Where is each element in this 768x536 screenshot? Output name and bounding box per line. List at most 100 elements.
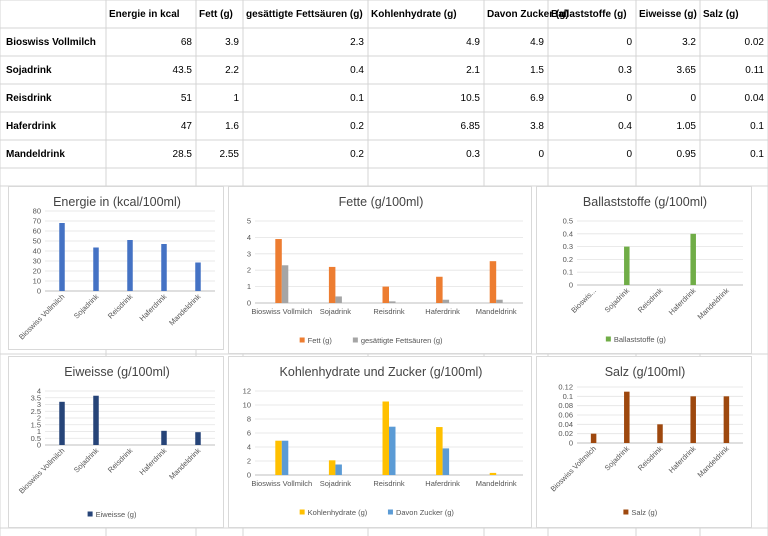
table-cell[interactable]: 1.6 <box>225 121 239 132</box>
bar[interactable] <box>389 301 396 303</box>
column-header[interactable]: Energie in kcal <box>109 9 180 20</box>
table-cell[interactable]: 3.9 <box>225 37 239 48</box>
table-cell[interactable]: 0.11 <box>745 65 764 76</box>
table-cell[interactable]: 0.3 <box>466 149 480 160</box>
y-tick-label: 3.5 <box>31 393 41 402</box>
bar[interactable] <box>161 430 167 445</box>
table-cell[interactable]: 1.5 <box>530 65 544 76</box>
table-cell[interactable]: 2.55 <box>219 149 239 160</box>
table-cell[interactable]: 6.85 <box>460 121 480 132</box>
legend-swatch <box>387 509 393 515</box>
table-cell[interactable]: 3.2 <box>682 37 696 48</box>
table-cell[interactable]: 51 <box>180 93 192 104</box>
bar[interactable] <box>335 464 342 476</box>
x-tick-label: Sojadrink <box>72 446 101 475</box>
y-tick-label: 2 <box>247 457 251 466</box>
chart-ballaststoffe[interactable]: Ballaststoffe (g/100ml) 0 0.1 0.2 0.3 0.4 0.5 B… <box>536 186 752 354</box>
table-cell[interactable]: 2.2 <box>225 65 239 76</box>
chart-kohlenhydrate[interactable]: Kohlenhydrate und Zucker (g/100ml) 0 2 4 6 8 1… <box>228 356 532 528</box>
table-cell[interactable]: 10.5 <box>460 93 480 104</box>
chart-eiweisse[interactable]: Eiweisse (g/100ml) 0 0.5 1 1.5 2 2.5 3 3.5 4 Biosw… <box>8 356 224 528</box>
bar[interactable] <box>436 427 443 475</box>
table-cell[interactable]: 2.1 <box>466 65 480 76</box>
bar[interactable] <box>389 426 396 475</box>
table-cell[interactable]: 1.05 <box>676 121 696 132</box>
table-cell[interactable]: 2.3 <box>350 37 364 48</box>
bar[interactable] <box>275 440 282 475</box>
column-header[interactable]: Davon Zucker (g) <box>487 9 569 20</box>
chart-energie[interactable]: Energie in (kcal/100ml) 0 10 20 30 40 50 60 70 80… <box>8 186 224 350</box>
table-cell[interactable]: 43.5 <box>172 65 192 76</box>
y-tick-label: 12 <box>243 387 251 396</box>
bar[interactable] <box>442 448 450 475</box>
bar[interactable] <box>690 396 696 443</box>
table-cell[interactable]: 0.1 <box>750 121 764 132</box>
bar[interactable] <box>328 460 336 475</box>
table-cell[interactable]: 0 <box>626 37 632 48</box>
column-header[interactable]: Eiweisse (g) <box>639 9 697 20</box>
table-cell[interactable]: 0 <box>690 93 696 104</box>
column-header[interactable]: Fett (g) <box>199 9 233 20</box>
bar[interactable] <box>624 246 630 285</box>
bar[interactable] <box>93 395 99 445</box>
table-cell[interactable]: 0.4 <box>618 121 632 132</box>
bar[interactable] <box>59 401 65 445</box>
table-cell[interactable]: 0.1 <box>350 93 364 104</box>
bar[interactable] <box>382 401 390 476</box>
table-cell[interactable]: 0.3 <box>618 65 632 76</box>
table-cell[interactable]: 47 <box>180 121 192 132</box>
table-cell[interactable]: 0 <box>626 149 632 160</box>
table-cell[interactable]: 0 <box>626 93 632 104</box>
chart-salz[interactable]: Salz (g/100ml) 0 0.02 0.04 0.06 0.08 0.1 0.12 Bi… <box>536 356 752 528</box>
row-label[interactable]: Sojadrink <box>6 65 52 76</box>
bar[interactable] <box>195 262 201 292</box>
table-cell[interactable]: 3.65 <box>676 65 696 76</box>
bar[interactable] <box>442 299 450 303</box>
bar[interactable] <box>93 247 99 292</box>
row-label[interactable]: Mandeldrink <box>6 149 65 160</box>
bar[interactable] <box>281 440 289 475</box>
bar[interactable] <box>723 396 730 443</box>
bar[interactable] <box>281 265 289 303</box>
bar[interactable] <box>328 266 336 303</box>
row-label[interactable]: Haferdrink <box>6 121 57 132</box>
bar[interactable] <box>161 244 167 291</box>
bar[interactable] <box>496 299 503 303</box>
y-tick-label: 10 <box>33 277 41 286</box>
table-cell[interactable]: 0.95 <box>676 149 696 160</box>
column-header[interactable]: Salz (g) <box>703 9 739 20</box>
row-label[interactable]: Bioswiss Vollmilch <box>6 37 96 48</box>
bar[interactable] <box>436 276 443 303</box>
table-cell[interactable]: 1 <box>233 93 239 104</box>
table-cell[interactable]: 0.1 <box>750 149 764 160</box>
table-cell[interactable]: 68 <box>180 37 192 48</box>
column-header[interactable]: gesättigte Fettsäuren (g) <box>246 9 363 20</box>
table-cell[interactable]: 3.8 <box>530 121 544 132</box>
table-cell[interactable]: 0.2 <box>350 121 364 132</box>
table-cell[interactable]: 4.9 <box>530 37 544 48</box>
table-cell[interactable]: 0.04 <box>744 93 764 104</box>
table-cell[interactable]: 0.2 <box>350 149 364 160</box>
bar[interactable] <box>489 261 497 303</box>
bar[interactable] <box>624 391 630 443</box>
bar[interactable] <box>489 472 497 475</box>
chart-fette[interactable]: Fette (g/100ml) 0 1 2 3 4 5 Bioswiss Vollmilch S… <box>228 186 532 354</box>
bar[interactable] <box>690 233 696 285</box>
bar[interactable] <box>127 240 133 291</box>
table-cell[interactable]: 4.9 <box>466 37 480 48</box>
bar[interactable] <box>657 424 663 443</box>
bar[interactable] <box>59 223 65 291</box>
column-header[interactable]: Kohlenhydrate (g) <box>371 9 457 20</box>
column-header[interactable]: Ballaststoffe (g) <box>551 9 627 20</box>
table-cell[interactable]: 6.9 <box>530 93 544 104</box>
table-cell[interactable]: 28.5 <box>172 149 192 160</box>
bar[interactable] <box>195 432 201 445</box>
bar[interactable] <box>382 286 390 303</box>
bar[interactable] <box>275 239 282 303</box>
row-label[interactable]: Reisdrink <box>6 93 52 104</box>
bar[interactable] <box>335 296 342 303</box>
table-cell[interactable]: 0.4 <box>350 65 364 76</box>
bar[interactable] <box>590 433 597 443</box>
table-cell[interactable]: 0 <box>538 149 544 160</box>
table-cell[interactable]: 0.02 <box>744 37 764 48</box>
